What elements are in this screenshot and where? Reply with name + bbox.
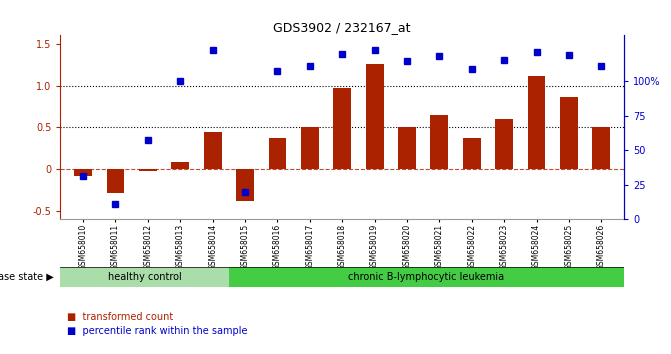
Bar xyxy=(139,169,157,171)
Bar xyxy=(463,138,480,169)
Bar xyxy=(236,169,254,201)
Bar xyxy=(592,127,610,169)
Bar xyxy=(229,267,624,287)
Bar xyxy=(107,169,124,193)
Bar xyxy=(74,169,92,176)
Bar xyxy=(560,97,578,169)
Bar xyxy=(495,119,513,169)
Text: healthy control: healthy control xyxy=(108,272,181,282)
Bar xyxy=(60,267,229,287)
Bar xyxy=(527,75,546,169)
Title: GDS3902 / 232167_at: GDS3902 / 232167_at xyxy=(274,21,411,34)
Text: ■  transformed count: ■ transformed count xyxy=(67,312,173,322)
Text: disease state ▶: disease state ▶ xyxy=(0,272,54,282)
Bar xyxy=(301,127,319,169)
Bar xyxy=(366,64,384,169)
Bar xyxy=(204,132,221,169)
Bar xyxy=(398,127,416,169)
Bar xyxy=(333,88,351,169)
Bar xyxy=(171,162,189,169)
Bar xyxy=(268,138,287,169)
Text: ■  percentile rank within the sample: ■ percentile rank within the sample xyxy=(67,326,248,336)
Text: chronic B-lymphocytic leukemia: chronic B-lymphocytic leukemia xyxy=(348,272,505,282)
Bar xyxy=(431,115,448,169)
